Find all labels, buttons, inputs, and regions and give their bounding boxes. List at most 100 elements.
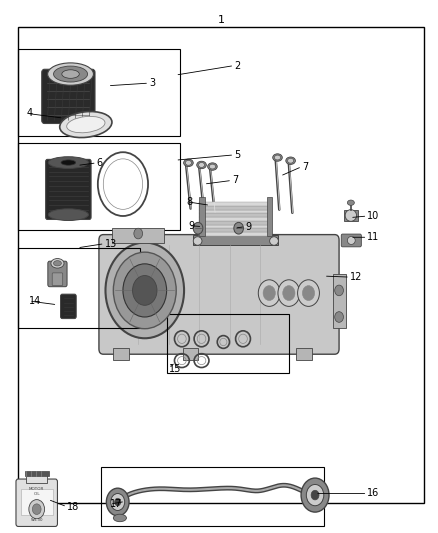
Bar [112, 228, 164, 243]
Bar [166, 314, 289, 373]
Ellipse shape [197, 161, 206, 168]
Text: 9: 9 [188, 221, 194, 231]
FancyBboxPatch shape [60, 294, 76, 319]
Bar [296, 348, 312, 360]
FancyBboxPatch shape [341, 234, 361, 247]
Ellipse shape [193, 237, 202, 245]
Bar [199, 221, 272, 224]
FancyBboxPatch shape [42, 69, 95, 124]
FancyBboxPatch shape [48, 261, 67, 287]
Bar [199, 202, 272, 206]
Text: 7: 7 [302, 161, 308, 172]
FancyBboxPatch shape [52, 273, 63, 286]
Circle shape [306, 484, 324, 506]
Circle shape [335, 285, 343, 296]
Circle shape [258, 280, 280, 306]
Circle shape [311, 490, 319, 500]
Circle shape [123, 264, 166, 317]
Bar [199, 209, 272, 213]
Bar [199, 228, 272, 232]
Ellipse shape [270, 237, 279, 245]
Bar [199, 197, 205, 236]
Circle shape [106, 488, 129, 516]
Ellipse shape [48, 157, 88, 168]
Circle shape [193, 222, 203, 234]
Circle shape [278, 280, 300, 306]
Bar [199, 206, 272, 209]
Circle shape [106, 243, 184, 338]
Ellipse shape [347, 237, 355, 245]
Bar [18, 248, 141, 328]
FancyBboxPatch shape [46, 159, 91, 220]
Text: 5: 5 [234, 150, 240, 160]
Ellipse shape [273, 154, 283, 161]
Bar [18, 27, 424, 503]
Text: MOTOR
OIL: MOTOR OIL [29, 487, 44, 496]
Text: 10: 10 [367, 211, 380, 221]
Ellipse shape [185, 160, 191, 165]
Bar [332, 274, 346, 328]
Ellipse shape [184, 159, 193, 166]
Bar [113, 348, 129, 360]
Circle shape [29, 499, 45, 519]
Circle shape [115, 498, 121, 506]
Text: 18: 18 [67, 502, 79, 512]
Ellipse shape [67, 116, 105, 133]
Bar [193, 235, 278, 245]
Bar [199, 224, 272, 228]
Circle shape [301, 478, 329, 512]
Ellipse shape [61, 160, 76, 165]
Bar [267, 197, 272, 236]
Text: 2: 2 [234, 61, 240, 70]
Text: 9: 9 [245, 222, 251, 232]
Bar [199, 213, 272, 217]
Circle shape [113, 252, 176, 329]
Text: 14: 14 [29, 296, 41, 306]
Text: 3: 3 [149, 78, 155, 88]
Ellipse shape [48, 209, 88, 221]
Text: 4: 4 [27, 108, 33, 118]
Text: 17: 17 [110, 499, 122, 509]
Text: 12: 12 [350, 272, 362, 282]
Text: 16: 16 [367, 489, 380, 498]
Ellipse shape [286, 157, 295, 165]
Circle shape [283, 286, 295, 301]
Bar [18, 143, 180, 230]
FancyBboxPatch shape [16, 479, 57, 527]
Ellipse shape [209, 164, 215, 169]
Bar [26, 475, 47, 483]
Text: 8: 8 [186, 197, 192, 207]
Bar [199, 217, 272, 221]
Bar [199, 232, 272, 236]
Bar [183, 348, 198, 360]
Bar [101, 467, 324, 526]
Circle shape [335, 312, 343, 322]
Ellipse shape [113, 514, 127, 522]
Text: 6: 6 [97, 158, 103, 168]
Ellipse shape [275, 155, 281, 160]
Ellipse shape [62, 70, 79, 78]
Circle shape [234, 222, 244, 234]
Ellipse shape [208, 163, 217, 170]
Ellipse shape [345, 209, 357, 221]
Ellipse shape [48, 63, 93, 85]
Text: 1: 1 [218, 15, 225, 26]
Text: 15: 15 [169, 364, 181, 374]
Bar [21, 489, 53, 515]
Circle shape [297, 280, 319, 306]
Text: 7: 7 [232, 175, 238, 185]
Circle shape [111, 494, 125, 511]
Ellipse shape [53, 66, 88, 82]
FancyBboxPatch shape [99, 235, 339, 354]
Ellipse shape [288, 158, 293, 163]
Bar [344, 210, 358, 221]
Circle shape [263, 286, 276, 301]
Circle shape [302, 286, 314, 301]
Text: 13: 13 [105, 239, 117, 248]
Text: 5W-30: 5W-30 [31, 518, 43, 522]
Text: 11: 11 [367, 232, 380, 243]
Ellipse shape [53, 261, 61, 266]
Ellipse shape [347, 200, 354, 205]
Ellipse shape [51, 259, 64, 268]
Circle shape [133, 276, 157, 305]
